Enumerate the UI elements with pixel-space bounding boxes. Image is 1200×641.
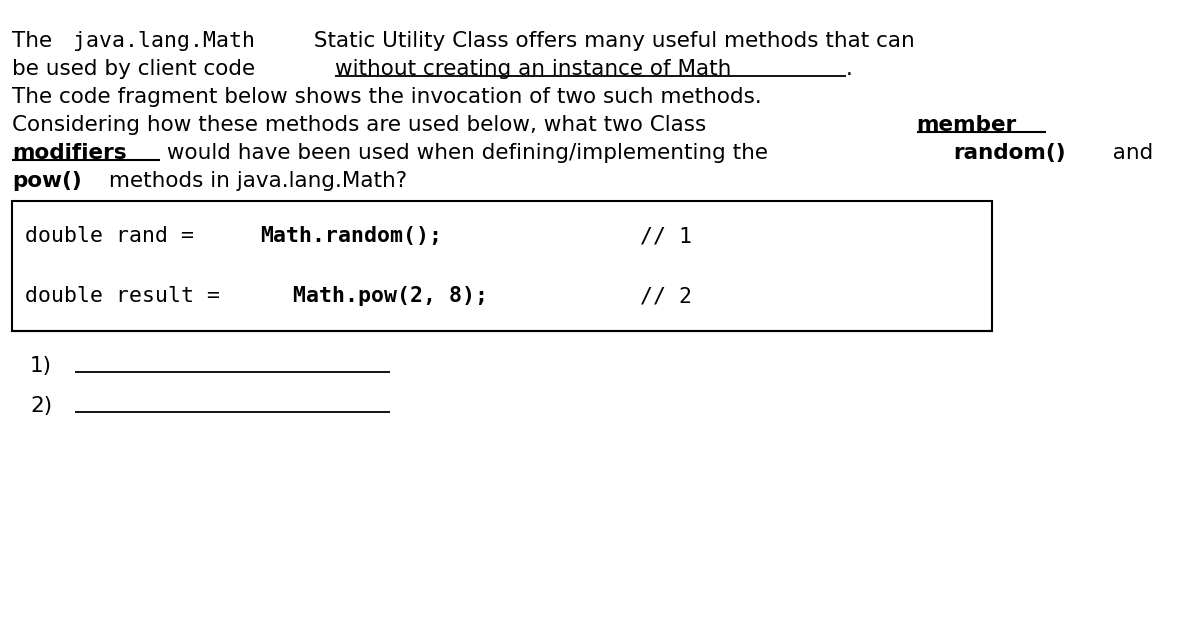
Bar bbox=[12, 201, 992, 331]
Text: .: . bbox=[846, 59, 853, 79]
Text: without creating an instance of Math: without creating an instance of Math bbox=[335, 59, 731, 79]
Text: be used by client code: be used by client code bbox=[12, 59, 262, 79]
Text: double rand =: double rand = bbox=[25, 226, 208, 246]
Text: Math.random();: Math.random(); bbox=[260, 226, 442, 246]
Text: java.lang.Math: java.lang.Math bbox=[73, 31, 254, 51]
Text: Static Utility Class offers many useful methods that can: Static Utility Class offers many useful … bbox=[307, 31, 916, 51]
Text: methods in java.lang.Math?: methods in java.lang.Math? bbox=[102, 171, 407, 191]
Text: Considering how these methods are used below, what two Class: Considering how these methods are used b… bbox=[12, 115, 713, 135]
Text: // 2: // 2 bbox=[640, 286, 692, 306]
Text: modifiers: modifiers bbox=[12, 143, 127, 163]
Text: Math.pow(2, 8);: Math.pow(2, 8); bbox=[293, 286, 488, 306]
Text: 2): 2) bbox=[30, 396, 52, 416]
Text: The: The bbox=[12, 31, 59, 51]
Text: and: and bbox=[1099, 143, 1153, 163]
Text: The code fragment below shows the invocation of two such methods.: The code fragment below shows the invoca… bbox=[12, 87, 762, 107]
Text: pow(): pow() bbox=[12, 171, 82, 191]
Text: random(): random() bbox=[953, 143, 1066, 163]
Text: 1): 1) bbox=[30, 356, 52, 376]
Text: double result =: double result = bbox=[25, 286, 233, 306]
Text: would have been used when defining/implementing the: would have been used when defining/imple… bbox=[160, 143, 775, 163]
Text: // 1: // 1 bbox=[640, 226, 692, 246]
Text: member: member bbox=[917, 115, 1016, 135]
